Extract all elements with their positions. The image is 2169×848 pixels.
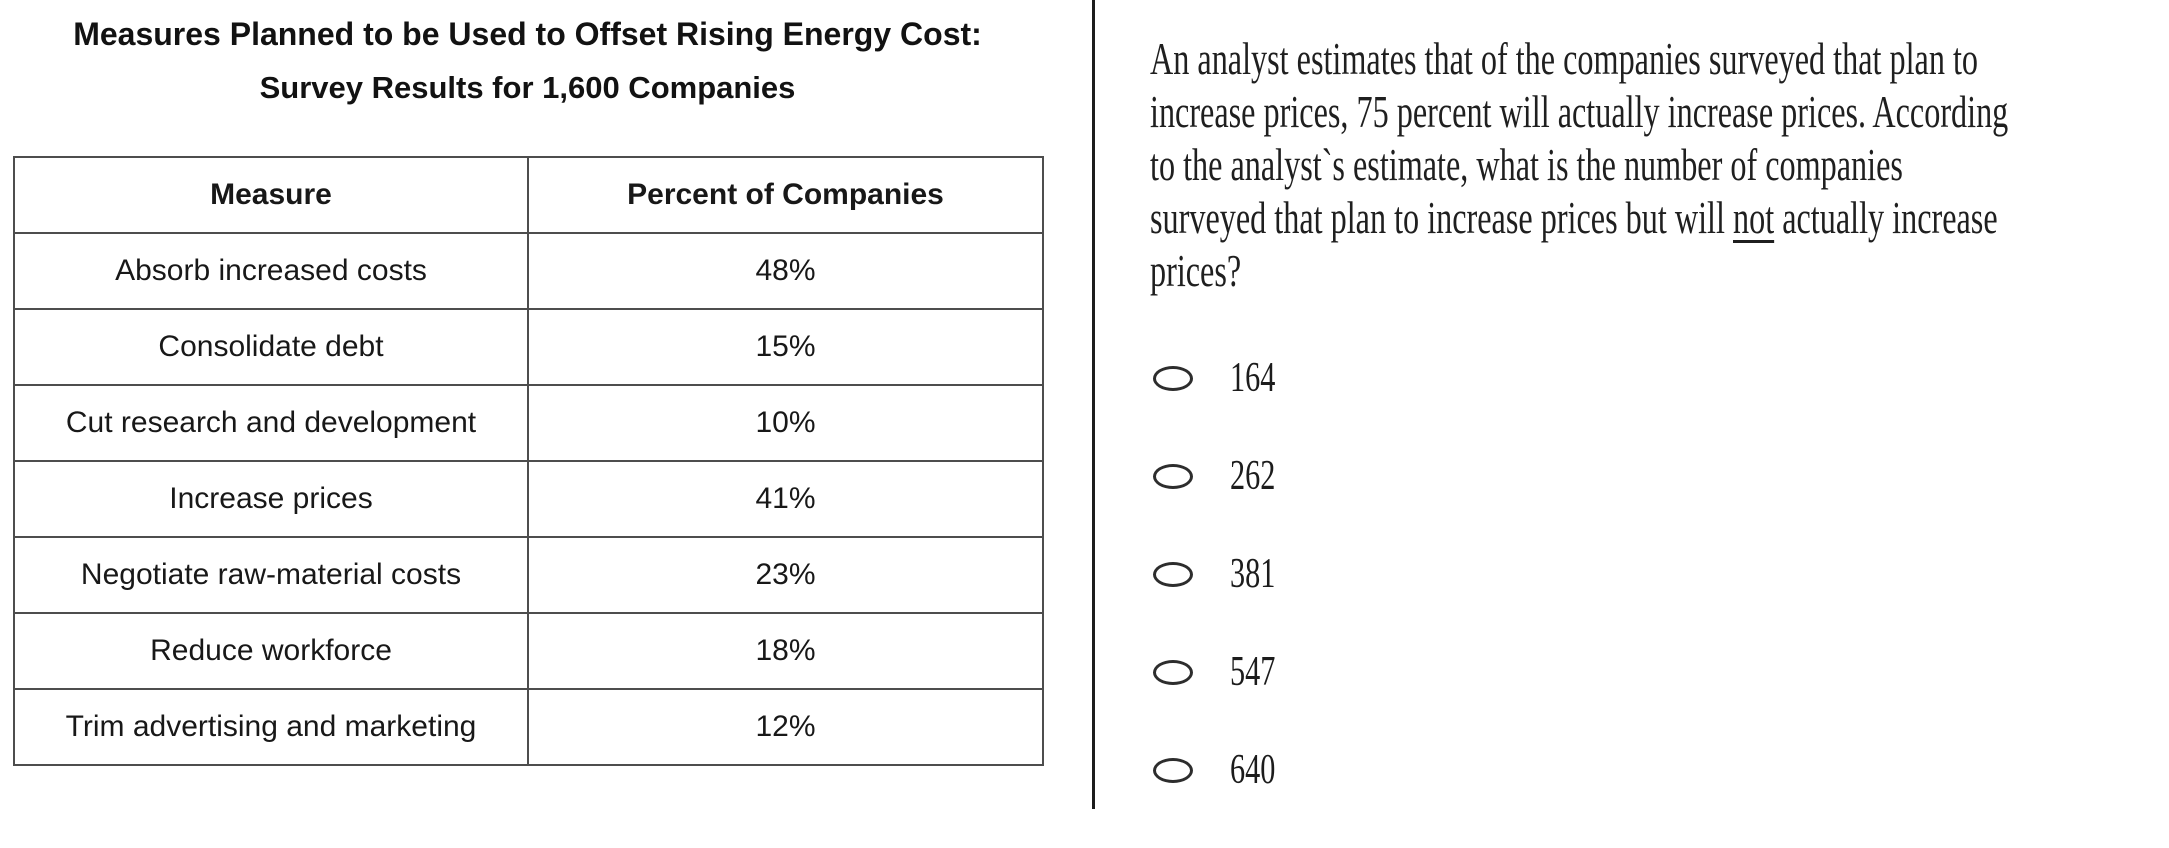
question-line-text: surveyed that plan to increase prices bu… <box>1150 192 1734 243</box>
radio-button-icon[interactable] <box>1153 365 1193 391</box>
answer-option-2[interactable]: 262 <box>1153 453 1293 499</box>
answer-option-1[interactable]: 164 <box>1153 355 1293 401</box>
measure-cell: Trim advertising and marketing <box>13 688 529 766</box>
col-header-measure: Measure <box>13 156 529 234</box>
table-row: Reduce workforce 18% <box>13 612 1044 690</box>
question-panel: An analyst estimates that of the compani… <box>1095 0 2169 809</box>
question-line: increase prices, 75 percent will actuall… <box>1150 85 2008 138</box>
table-row: Consolidate debt 15% <box>13 308 1044 386</box>
underlined-word: not <box>1733 192 1775 243</box>
percent-cell: 15% <box>527 308 1044 386</box>
answer-option-5[interactable]: 640 <box>1153 747 1293 793</box>
radio-button-icon[interactable] <box>1153 463 1193 489</box>
survey-results-table: Measure Percent of Companies Absorb incr… <box>13 156 1044 766</box>
table-row: Absorb increased costs 48% <box>13 232 1044 310</box>
col-header-percent: Percent of Companies <box>527 156 1044 234</box>
radio-button-icon[interactable] <box>1153 757 1193 783</box>
question-text: An analyst estimates that of the compani… <box>1150 32 2169 297</box>
question-line-text: An analyst estimates that of the compani… <box>1150 33 1979 84</box>
stimulus-panel: Measures Planned to be Used to Offset Ri… <box>0 0 1092 809</box>
question-line-text: increase prices, 75 percent will actuall… <box>1150 86 2009 137</box>
panel-divider <box>1092 0 1095 809</box>
percent-cell: 10% <box>527 384 1044 462</box>
question-line: surveyed that plan to increase prices bu… <box>1150 191 1998 244</box>
radio-button-icon[interactable] <box>1153 659 1193 685</box>
answer-option-label[interactable]: 381 <box>1230 551 1276 597</box>
answer-option-label[interactable]: 262 <box>1230 453 1276 499</box>
percent-cell: 12% <box>527 688 1044 766</box>
measure-cell: Increase prices <box>13 460 529 538</box>
answer-option-4[interactable]: 547 <box>1153 649 1293 695</box>
measure-cell: Cut research and development <box>13 384 529 462</box>
table-row: Cut research and development 10% <box>13 384 1044 462</box>
table-row: Increase prices 41% <box>13 460 1044 538</box>
table-header-row: Measure Percent of Companies <box>13 156 1044 234</box>
measure-cell: Consolidate debt <box>13 308 529 386</box>
question-line-text: to the analyst`s estimate, what is the n… <box>1150 139 1903 190</box>
answer-options: 164 262 381 547 640 <box>1153 355 1293 848</box>
radio-button-icon[interactable] <box>1153 561 1193 587</box>
percent-cell: 23% <box>527 536 1044 614</box>
answer-option-label[interactable]: 640 <box>1230 747 1276 793</box>
question-line: prices? <box>1150 244 1863 297</box>
table-title: Measures Planned to be Used to Offset Ri… <box>73 16 982 52</box>
table-subtitle: Survey Results for 1,600 Companies <box>259 70 796 105</box>
table-row: Negotiate raw-material costs 23% <box>13 536 1044 614</box>
measure-cell: Negotiate raw-material costs <box>13 536 529 614</box>
answer-option-label[interactable]: 164 <box>1230 355 1276 401</box>
question-line: An analyst estimates that of the compani… <box>1150 32 1978 85</box>
percent-cell: 48% <box>527 232 1044 310</box>
question-line: to the analyst`s estimate, what is the n… <box>1150 138 1903 191</box>
percent-cell: 41% <box>527 460 1044 538</box>
measure-cell: Reduce workforce <box>13 612 529 690</box>
table-row: Trim advertising and marketing 12% <box>13 688 1044 766</box>
question-line-text: prices? <box>1150 245 1242 296</box>
question-line-text: actually increase <box>1774 192 1998 243</box>
answer-option-3[interactable]: 381 <box>1153 551 1293 597</box>
measure-cell: Absorb increased costs <box>13 232 529 310</box>
percent-cell: 18% <box>527 612 1044 690</box>
answer-option-label[interactable]: 547 <box>1230 649 1276 695</box>
